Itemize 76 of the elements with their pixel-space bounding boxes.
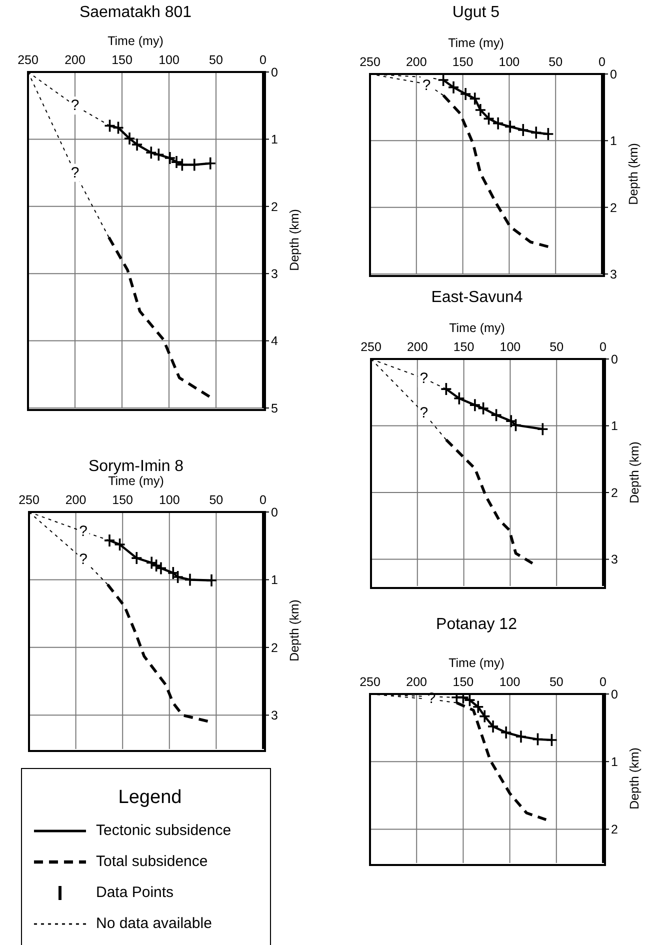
x-axis-title: Time (my) [106, 34, 164, 48]
x-tick-label: 50 [550, 340, 564, 354]
x-tick-label: 150 [112, 53, 132, 67]
y-tick-label: 0 [611, 687, 618, 702]
chart-title: Saematakh 801 [78, 4, 193, 22]
y-tick-label: 1 [271, 573, 278, 588]
x-axis-title: Time (my) [448, 321, 506, 335]
legend-title: Legend [117, 787, 183, 809]
x-tick-label: 0 [598, 55, 606, 69]
x-tick-label: 200 [406, 55, 427, 69]
legend-label: No data available [96, 915, 212, 932]
x-tick-label: 100 [500, 340, 521, 354]
y-tick-label: 2 [611, 486, 618, 500]
chart-title: East-Savun4 [430, 289, 524, 307]
x-tick-label: 50 [209, 53, 223, 67]
x-tick-label: 250 [360, 55, 380, 69]
x-axis-title: Time (my) [448, 656, 506, 670]
annotation: ? [79, 523, 88, 540]
x-tick-label: 250 [18, 53, 38, 67]
y-tick-label: 1 [611, 755, 618, 770]
y-tick-label: 4 [271, 334, 278, 348]
text: Data Points [96, 884, 174, 901]
x-tick-label: 200 [65, 493, 86, 507]
y-axis-title: Depth (km) [627, 748, 642, 810]
x-tick-label: 150 [452, 675, 474, 689]
legend-label: Total subsidence [96, 853, 208, 870]
x-tick-label: 100 [498, 55, 520, 69]
annotation: ? [79, 550, 88, 568]
x-axis-title: Time (my) [447, 36, 505, 50]
x-tick-label: 100 [499, 675, 520, 689]
y-tick-label: 3 [610, 267, 617, 282]
x-tick-label: 50 [209, 493, 224, 507]
x-tick-label: 250 [18, 493, 40, 507]
y-tick-label: 1 [611, 419, 618, 434]
x-tick-label: 100 [158, 493, 180, 507]
y-tick-label: 1 [271, 132, 278, 147]
y-tick-label: 2 [271, 200, 278, 214]
x-tick-label: 50 [549, 675, 564, 689]
y-tick-label: 2 [271, 640, 278, 655]
annotation: ? [420, 404, 428, 422]
x-tick-label: 50 [548, 55, 563, 69]
y-tick-label: 2 [611, 822, 618, 837]
x-tick-label: 200 [64, 53, 86, 67]
y-tick-label: 0 [611, 352, 618, 366]
x-tick-label: 0 [600, 675, 607, 689]
y-tick-label: 1 [610, 134, 617, 148]
y-tick-label: 3 [271, 267, 278, 282]
annotation: ? [420, 370, 428, 387]
chart-title: Ugut 5 [451, 4, 501, 22]
y-tick-label: 5 [271, 401, 278, 416]
x-tick-label: 200 [406, 675, 428, 689]
x-tick-label: 250 [360, 340, 382, 354]
x-tick-label: 0 [600, 340, 607, 354]
x-axis-title: Time (my) [108, 474, 164, 488]
annotation: ? [422, 76, 431, 94]
x-tick-label: 150 [453, 340, 474, 354]
y-tick-label: 3 [611, 552, 618, 567]
x-tick-label: 100 [158, 53, 180, 67]
y-tick-label: 2 [610, 200, 617, 215]
y-axis-title: Depth (km) [287, 600, 302, 662]
y-axis-title: Depth (km) [627, 442, 642, 504]
x-tick-label: 150 [112, 493, 134, 507]
chart-title: Potanay 12 [435, 616, 518, 634]
y-tick-label: 0 [271, 505, 278, 520]
y-tick-label: 0 [610, 67, 617, 82]
x-tick-label: 0 [260, 493, 267, 507]
x-tick-label: 0 [260, 53, 267, 67]
legend-label: Tectonic subsidence [96, 822, 232, 839]
chart-title: Sorym-Imin 8 [87, 458, 185, 476]
y-tick-label: 3 [271, 708, 278, 723]
y-axis-title: Depth (km) [626, 143, 640, 205]
x-tick-label: 200 [406, 340, 428, 354]
x-tick-label: 250 [360, 675, 380, 689]
y-axis-title: Depth (km) [287, 209, 302, 271]
x-tick-label: 150 [452, 55, 474, 69]
y-tick-label: 0 [271, 65, 278, 80]
